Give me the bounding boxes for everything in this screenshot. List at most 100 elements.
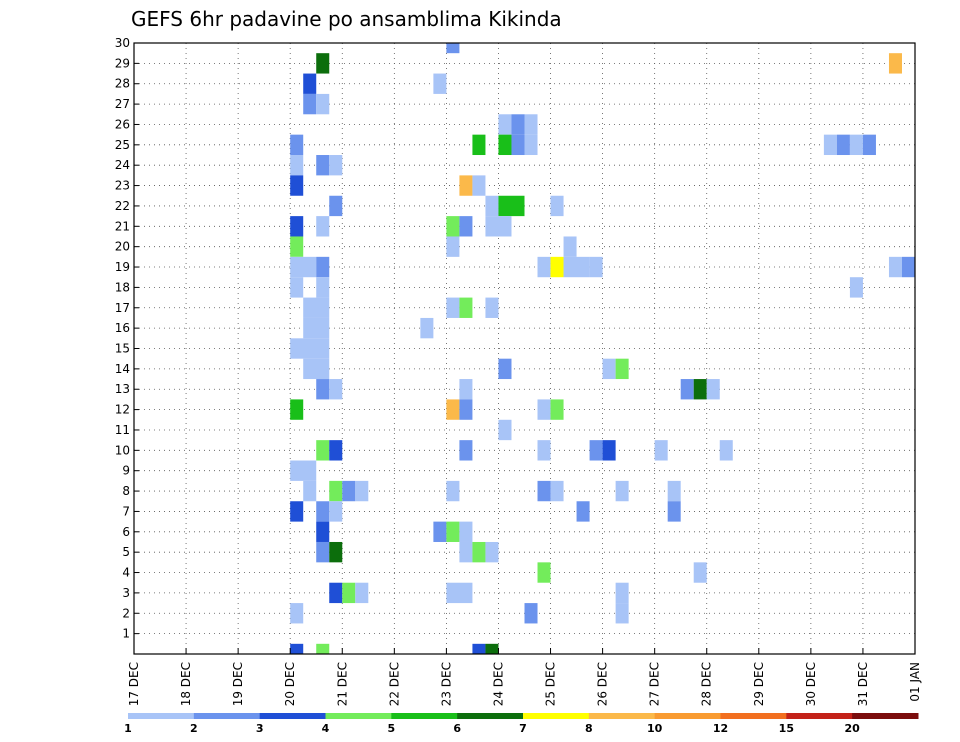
heatmap-cell	[849, 277, 863, 298]
heatmap-cell	[290, 236, 304, 257]
heatmap-cell	[511, 114, 525, 135]
y-tick-label: 14	[115, 362, 130, 376]
heatmap-cell	[329, 155, 343, 176]
heatmap-cell	[446, 582, 473, 604]
heatmap-cell	[498, 419, 512, 441]
legend-swatch	[325, 713, 392, 719]
heatmap-cell	[680, 379, 694, 400]
y-tick-label: 9	[122, 464, 130, 478]
heatmap-cell	[303, 93, 317, 115]
heatmap-cell	[511, 134, 525, 156]
legend-swatch	[852, 713, 919, 719]
y-tick-label: 12	[115, 403, 130, 417]
legend-swatch	[523, 713, 590, 719]
heatmap-cell	[524, 114, 538, 135]
heatmap-cell	[485, 216, 512, 237]
heatmap-cell	[290, 603, 304, 624]
heatmap-cell	[472, 643, 486, 654]
legend-label: 2	[190, 722, 198, 735]
heatmap-cell	[316, 440, 330, 461]
y-tick-label: 5	[122, 545, 130, 559]
heatmap-cell	[303, 480, 317, 502]
heatmap-cell	[537, 440, 551, 461]
heatmap-cell	[446, 297, 460, 318]
y-tick-label: 17	[115, 301, 130, 315]
heatmap-cell	[524, 603, 538, 624]
heatmap-cell	[433, 73, 447, 94]
y-tick-label: 21	[115, 219, 130, 233]
heatmap-cell	[589, 440, 603, 461]
heatmap-cell	[823, 134, 837, 156]
heatmap-cell	[706, 379, 720, 400]
heatmap-cell	[563, 236, 577, 257]
grid-lines	[134, 43, 915, 654]
x-tick-label: 30 DEC	[804, 662, 818, 706]
x-tick-label: 01 JAN	[908, 662, 922, 702]
heatmap-cell	[472, 541, 486, 563]
heatmap-cell	[485, 643, 499, 654]
heatmap-cell	[472, 175, 486, 196]
y-tick-label: 13	[115, 382, 130, 396]
heatmap-cell	[329, 480, 343, 502]
x-tick-label: 20 DEC	[283, 662, 297, 706]
legend-label: 20	[845, 722, 861, 735]
heatmap-cells	[290, 43, 915, 654]
x-tick-label: 28 DEC	[700, 662, 714, 706]
heatmap-cell	[355, 582, 369, 604]
y-tick-label: 4	[122, 566, 130, 580]
heatmap-cell	[459, 399, 473, 420]
heatmap-cell	[537, 562, 551, 583]
heatmap-cell	[329, 440, 343, 461]
heatmap-cell	[316, 277, 330, 298]
heatmap-cell	[693, 379, 707, 400]
legend-swatch	[391, 713, 458, 719]
heatmap-cell	[433, 521, 447, 542]
legend-swatch	[720, 713, 787, 719]
heatmap-cell	[446, 236, 460, 257]
heatmap-cell	[316, 379, 330, 400]
heatmap-cell	[316, 501, 330, 522]
legend-swatch	[786, 713, 853, 719]
y-tick-label: 10	[115, 443, 130, 457]
heatmap-cell	[550, 480, 564, 502]
color-legend: 1 2 3 4 5 6 7 8 10 12 15 20	[124, 713, 919, 735]
x-tick-label: 23 DEC	[439, 662, 453, 706]
heatmap-cell	[459, 521, 473, 542]
heatmap-cell	[316, 521, 330, 542]
heatmap-cell	[342, 480, 356, 502]
heatmap-cell	[290, 277, 304, 298]
heatmap-cell	[290, 155, 304, 176]
heatmap-cell	[888, 53, 902, 74]
y-tick-label: 28	[115, 77, 130, 91]
heatmap-cell	[290, 134, 304, 156]
heatmap-cell	[537, 480, 551, 502]
heatmap-cell	[485, 195, 499, 217]
x-axis-ticks: 17 DEC 18 DEC 19 DEC 20 DEC 21 DEC 22 DEC 23 D…	[127, 648, 922, 706]
heatmap-cell	[862, 134, 876, 156]
heatmap-cell	[550, 399, 564, 420]
heatmap-cell	[836, 134, 850, 156]
heatmap-cell	[355, 480, 369, 502]
heatmap-cell	[537, 399, 551, 420]
legend-label: 8	[585, 722, 593, 735]
y-tick-label: 11	[115, 423, 130, 437]
x-tick-label: 31 DEC	[856, 662, 870, 706]
y-axis-ticks: 1234567891011121314151617181920212223242…	[115, 36, 139, 641]
legend-label: 4	[322, 722, 330, 735]
y-tick-label: 8	[122, 484, 130, 498]
legend-label: 1	[124, 722, 132, 735]
y-tick-label: 18	[115, 280, 130, 294]
heatmap-cell	[602, 358, 616, 380]
heatmap-cell	[329, 541, 343, 563]
heatmap-cell	[290, 460, 317, 481]
heatmap-cell	[420, 317, 434, 339]
heatmap-cell	[498, 358, 512, 380]
heatmap-cell	[719, 440, 733, 461]
heatmap-cell	[602, 440, 616, 461]
heatmap-cell	[615, 603, 629, 624]
y-tick-label: 15	[115, 342, 130, 356]
heatmap-cell	[459, 297, 473, 318]
heatmap-cell	[446, 216, 460, 237]
heatmap-cell	[459, 379, 473, 400]
